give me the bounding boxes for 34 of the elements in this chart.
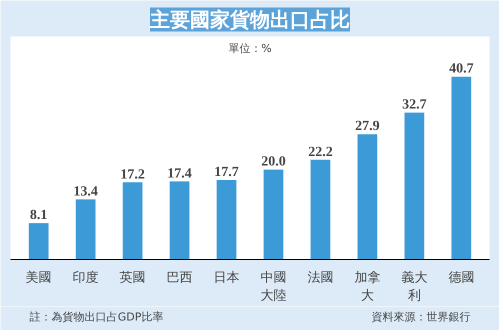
x-tick-label: 德國 xyxy=(448,270,474,286)
data-label: 27.9 xyxy=(355,119,380,134)
x-tick-label: 英國 xyxy=(120,270,146,286)
data-label: 17.2 xyxy=(120,167,145,182)
x-tick-label: 法國 xyxy=(307,270,334,286)
bar xyxy=(28,223,49,260)
data-label: 17.4 xyxy=(167,166,192,182)
x-tick-label: 義大利 xyxy=(401,270,428,304)
bar xyxy=(358,134,378,260)
data-label: 13.4 xyxy=(73,184,98,200)
data-label: 40.7 xyxy=(449,62,474,77)
bar xyxy=(216,180,236,260)
bar xyxy=(264,170,284,260)
data-label: 22.2 xyxy=(308,144,333,160)
data-label: 17.7 xyxy=(214,165,239,180)
bar xyxy=(310,160,330,260)
x-tick-label: 美國 xyxy=(26,270,52,286)
source-note: 資料來源：世界銀行 xyxy=(371,310,470,324)
bar xyxy=(122,182,142,260)
bar xyxy=(451,76,472,260)
bar xyxy=(404,112,424,260)
data-label: 8.1 xyxy=(30,208,48,224)
x-tick-label: 加拿大 xyxy=(354,270,380,304)
x-tick-label: 日本 xyxy=(214,270,240,286)
x-tick-label: 中國大陸 xyxy=(260,270,286,304)
data-label: 32.7 xyxy=(402,98,427,113)
text: 註：為貨物出口占GDP比率 xyxy=(30,310,164,324)
bar xyxy=(170,181,190,260)
text: 單位：% xyxy=(228,42,272,55)
x-tick-label: 印度 xyxy=(72,270,99,286)
x-tick-label: 巴西 xyxy=(166,270,193,286)
data-label: 20.0 xyxy=(261,154,286,170)
bar xyxy=(76,199,96,260)
chart-title: 主要國家貨物出口占比 xyxy=(149,8,350,32)
